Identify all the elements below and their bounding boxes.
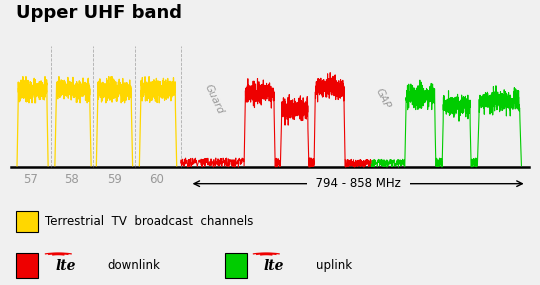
- Text: 794 - 858 MHz: 794 - 858 MHz: [308, 177, 408, 190]
- FancyBboxPatch shape: [225, 253, 247, 278]
- Text: 60: 60: [150, 173, 164, 186]
- Text: downlink: downlink: [107, 259, 160, 272]
- Text: lte: lte: [264, 258, 284, 272]
- Text: 58: 58: [65, 173, 79, 186]
- Text: GAP: GAP: [374, 87, 392, 111]
- Text: Guard: Guard: [202, 82, 225, 115]
- Text: 57: 57: [23, 173, 38, 186]
- Text: 59: 59: [107, 173, 122, 186]
- FancyBboxPatch shape: [16, 211, 38, 232]
- Text: uplink: uplink: [315, 259, 352, 272]
- Text: lte: lte: [56, 258, 76, 272]
- Text: Upper UHF band: Upper UHF band: [16, 4, 182, 22]
- FancyBboxPatch shape: [16, 253, 38, 278]
- Text: Terrestrial  TV  broadcast  channels: Terrestrial TV broadcast channels: [45, 215, 253, 228]
